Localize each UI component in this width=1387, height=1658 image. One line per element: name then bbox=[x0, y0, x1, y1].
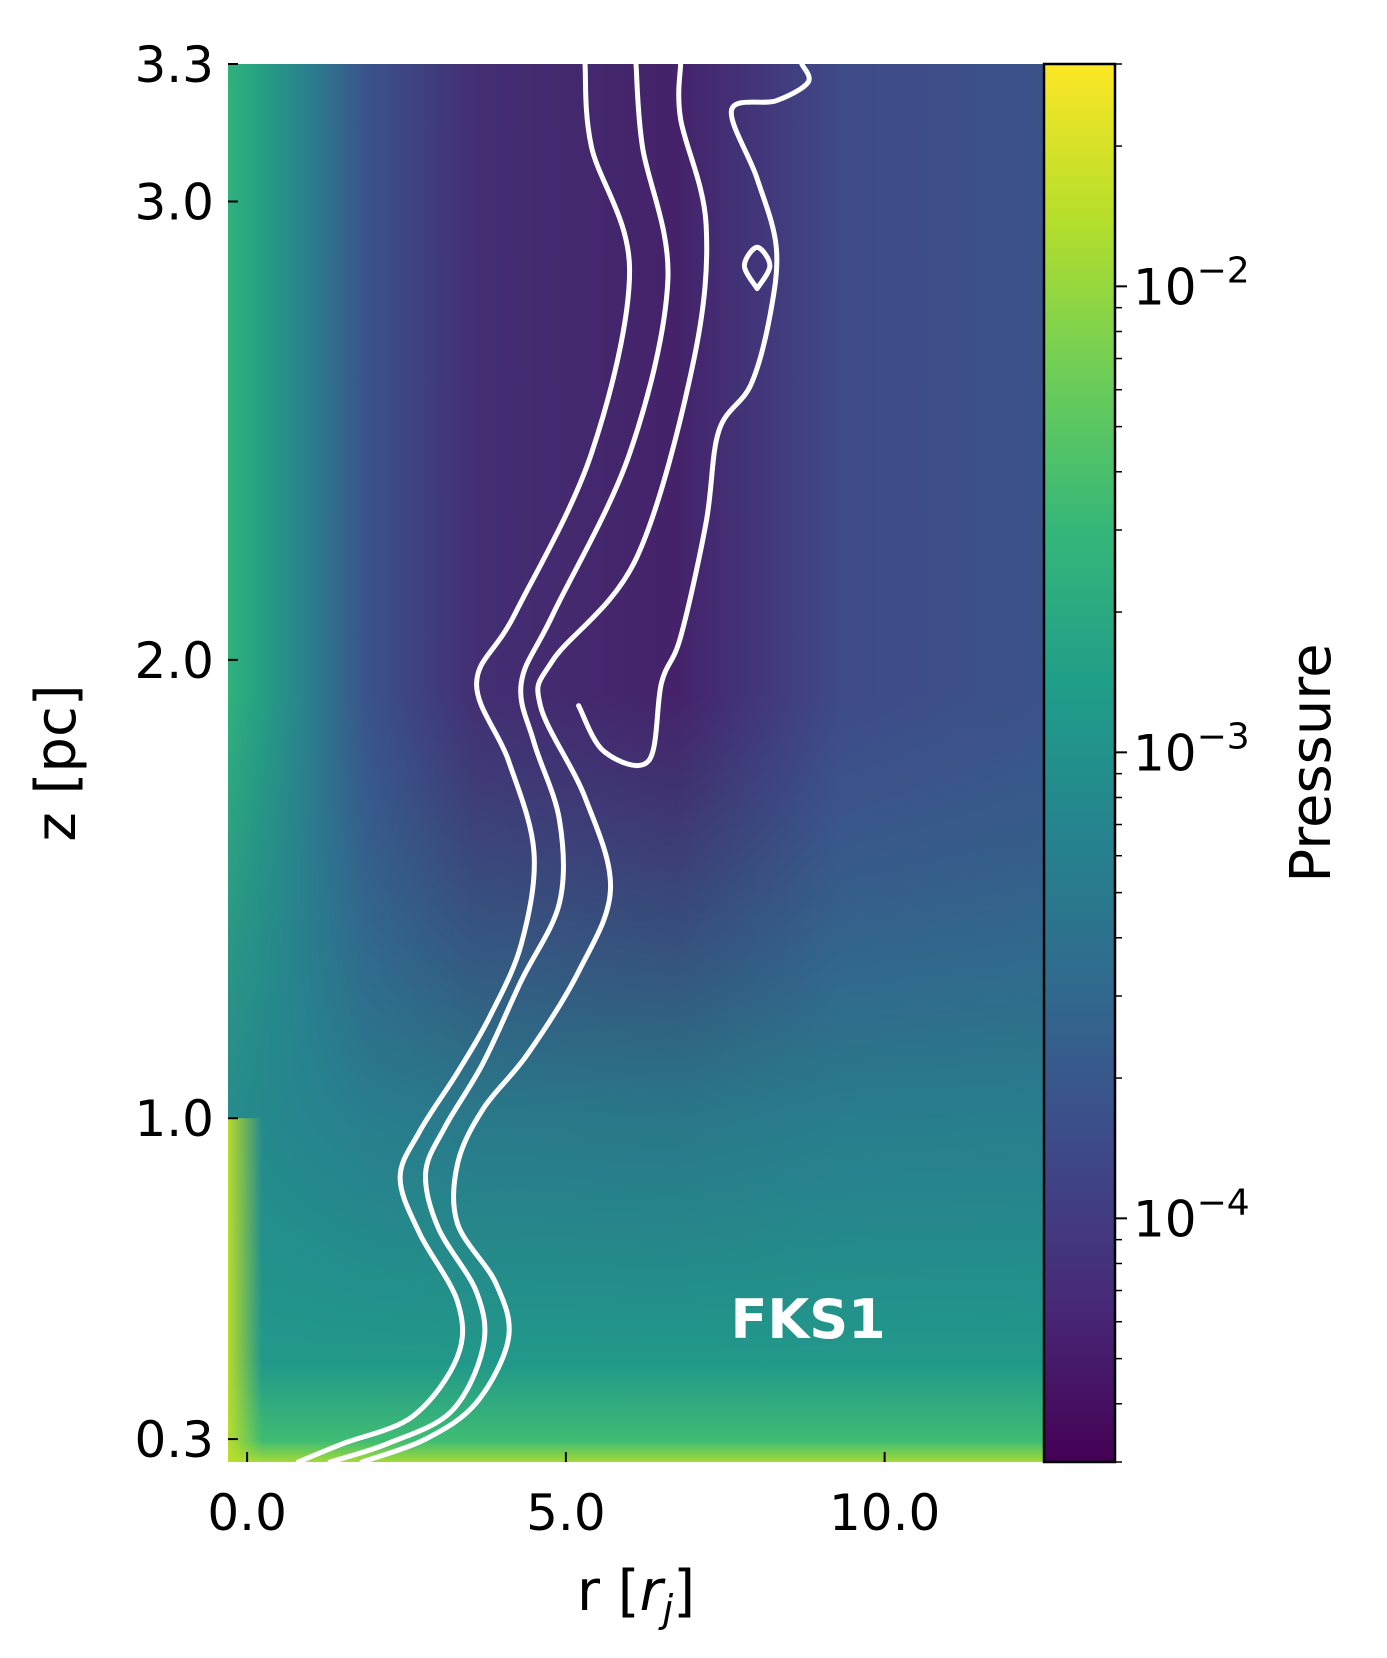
colorbar-tick-label: 10−2 bbox=[1133, 250, 1250, 316]
contour-line-2 bbox=[327, 64, 671, 1462]
contour-line-1 bbox=[295, 64, 633, 1462]
x-axis-label: r [rj] bbox=[577, 1559, 695, 1631]
x-axis-ticks: 0.0 5.0 10.0 bbox=[207, 1452, 940, 1542]
y-tick-label: 3.3 bbox=[134, 36, 214, 94]
colorbar-ticks: 10−2 10−3 10−4 bbox=[1115, 63, 1250, 1463]
x-tick-label: 0.0 bbox=[207, 1484, 287, 1542]
y-tick-label: 3.0 bbox=[134, 174, 214, 232]
y-axis-label: z [pc] bbox=[24, 684, 89, 841]
y-tick-label: 2.0 bbox=[134, 632, 214, 690]
heatmap-lower-region bbox=[228, 64, 1044, 1462]
y-axis-ticks: 0.3 1.0 2.0 3.0 3.3 bbox=[134, 36, 238, 1469]
contour-line-3 bbox=[359, 64, 710, 1462]
colorbar-scale bbox=[1042, 62, 1117, 1464]
plot-area: FKS1 bbox=[228, 64, 1044, 1462]
colorbar-label: Pressure bbox=[1279, 643, 1344, 882]
x-tick-label: 10.0 bbox=[829, 1484, 940, 1542]
colorbar-tick-label: 10−3 bbox=[1133, 716, 1250, 782]
heatmap-jet-axis-glow bbox=[228, 1118, 262, 1462]
contour-line-4 bbox=[576, 64, 812, 768]
colorbar-tick-label: 10−4 bbox=[1133, 1182, 1250, 1248]
x-tick-label: 5.0 bbox=[526, 1484, 606, 1542]
contour-line-5 bbox=[741, 244, 773, 292]
contour-lines bbox=[295, 64, 812, 1462]
colorbar: 10−2 10−3 10−4 bbox=[1042, 62, 1250, 1464]
y-tick-label: 0.3 bbox=[134, 1411, 214, 1469]
panel-label: FKS1 bbox=[731, 1288, 886, 1351]
y-tick-label: 1.0 bbox=[134, 1090, 214, 1148]
